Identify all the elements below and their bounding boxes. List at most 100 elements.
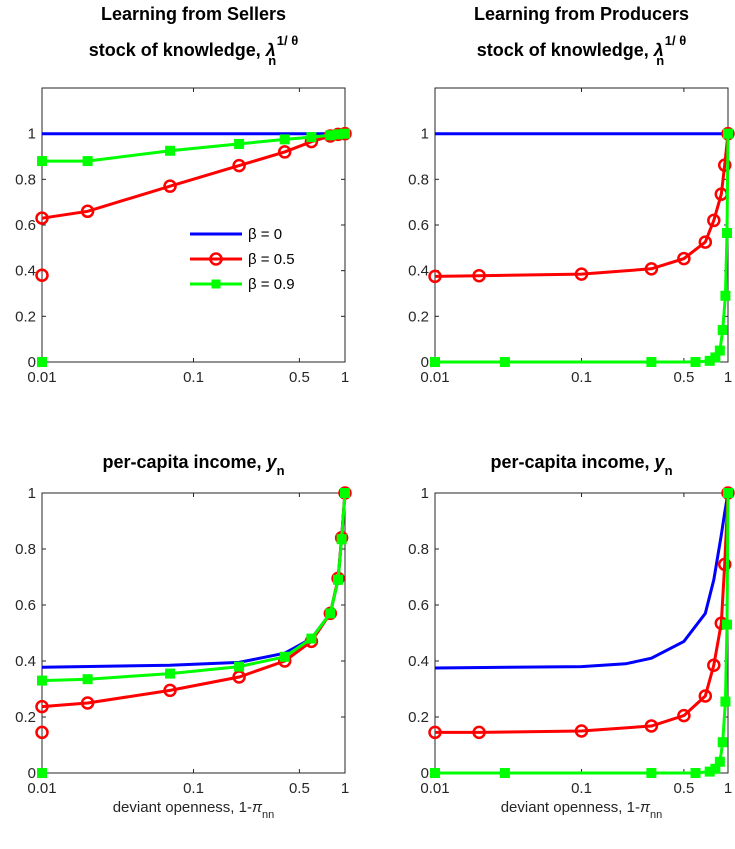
x-tick-label: 0.01 (27, 369, 56, 386)
y-tick-label: 0.8 (15, 541, 36, 558)
y-tick-label: 0.4 (15, 653, 36, 670)
chart-title-subscript: n (665, 463, 673, 478)
series-group (35, 486, 352, 778)
chart-panel-1: Learning from Sellers stock of knowledge,… (15, 4, 352, 386)
y-tick-label: 0.8 (15, 171, 36, 188)
x-axis-label-symbol: π (640, 799, 651, 816)
legend-marker-circle (209, 252, 223, 266)
legend: β = 0 β = 0.5 β = 0.9 (190, 226, 295, 293)
chart-title-text: per-capita income, (490, 452, 654, 472)
y-tick-label: 0.6 (15, 597, 36, 614)
y-tick-label: 0 (421, 354, 429, 371)
data-point-circle (472, 725, 486, 740)
data-point-square (720, 290, 731, 301)
y-tick-label: 0.4 (408, 263, 429, 280)
data-point-square (82, 674, 93, 685)
data-point-square (234, 138, 245, 149)
y-tick-label: 0 (28, 765, 36, 782)
legend-label-3: β = 0.9 (248, 276, 295, 293)
data-point-square (646, 768, 657, 778)
chart-title-text: stock of knowledge, (477, 40, 654, 60)
series-group (428, 486, 735, 778)
chart-title-superscript: 1/ θ (277, 33, 298, 48)
x-axis-label-subscript: nn (650, 809, 662, 821)
chart-title-symbol: λ (653, 40, 664, 60)
data-point-circle (80, 204, 95, 219)
data-point-square (165, 145, 176, 156)
data-point-square (306, 132, 317, 143)
y-tick-label: 0.4 (15, 263, 36, 280)
data-point-circle (698, 689, 713, 703)
data-point-square (690, 768, 701, 778)
chart-title-line1: Learning from Sellers (101, 4, 286, 24)
data-point-circle (80, 696, 95, 710)
data-point-circle (428, 269, 442, 284)
legend-marker-square (211, 279, 221, 289)
x-tick-label: 0.5 (673, 369, 694, 386)
data-point-square (234, 661, 245, 672)
data-point-square (720, 696, 731, 707)
chart-panel-3: per-capita income, yn 0.01 0.1 0.5 1 0 0.2 0.4 0… (15, 452, 352, 821)
x-tick-label: 0.01 (420, 369, 449, 386)
series-line-3 (41, 492, 347, 683)
y-tick-label: 0.6 (15, 217, 36, 234)
chart-title-subscript: n (268, 53, 276, 68)
chart-title-text: per-capita income, (102, 452, 266, 472)
data-point-square (279, 651, 290, 662)
data-point-circle (707, 213, 721, 228)
data-point-square (717, 737, 728, 748)
data-point-square (646, 357, 657, 367)
x-axis-label-symbol: π (252, 799, 263, 816)
data-point-circle (707, 658, 721, 672)
y-tick-label: 0.2 (15, 308, 36, 325)
series-line-2 (434, 133, 730, 278)
y-tick-label: 0.6 (408, 597, 429, 614)
chart-title-superscript: 1/ θ (665, 33, 686, 48)
chart-panel-4: per-capita income, yn 0.01 0.1 0.5 1 0 0.2 0.4 0… (408, 452, 735, 821)
data-point-circle (472, 268, 486, 283)
series-line-1 (434, 492, 730, 670)
series-group (35, 126, 352, 367)
data-point-circle (163, 179, 177, 193)
data-point-square (499, 768, 510, 778)
series-line-2 (435, 492, 730, 734)
data-point-square (430, 768, 440, 778)
data-point-circle (428, 725, 442, 740)
x-tick-label: 1 (341, 369, 349, 386)
x-tick-label: 0.1 (571, 369, 592, 386)
data-point-square (340, 128, 350, 139)
plot-area (41, 87, 346, 363)
data-point-circle (717, 557, 732, 572)
data-point-circle (163, 683, 177, 698)
data-point-square (37, 768, 47, 778)
data-point-circle (35, 725, 49, 740)
series-group (428, 126, 735, 367)
y-tick-label: 0.8 (408, 541, 429, 558)
data-point-square (430, 357, 440, 367)
data-point-square (82, 156, 93, 167)
data-point-circle (232, 158, 246, 173)
data-point-circle (677, 251, 691, 266)
y-tick-label: 0 (421, 765, 429, 782)
legend-label-1: β = 0 (248, 226, 282, 243)
x-tick-label: 1 (341, 780, 349, 797)
data-point-square (723, 488, 733, 498)
y-tick-label: 0.6 (408, 217, 429, 234)
data-point-square (306, 633, 317, 644)
y-tick-label: 0.2 (15, 709, 36, 726)
chart-title-text: stock of knowledge, (89, 40, 266, 60)
y-tick-label: 1 (28, 126, 36, 143)
y-tick-label: 0.8 (408, 171, 429, 188)
data-point-circle (574, 724, 589, 738)
chart-title-subscript: n (277, 463, 285, 478)
chart-panel-2: Learning from Producers stock of knowledg… (408, 4, 735, 386)
data-point-square (722, 227, 733, 238)
x-axis-label-text: deviant openness, 1- (113, 799, 252, 816)
data-point-square (37, 156, 47, 167)
y-tick-label: 1 (421, 485, 429, 502)
x-tick-label: 1 (724, 780, 732, 797)
y-tick-label: 1 (28, 485, 36, 502)
x-tick-label: 0.1 (183, 780, 204, 797)
